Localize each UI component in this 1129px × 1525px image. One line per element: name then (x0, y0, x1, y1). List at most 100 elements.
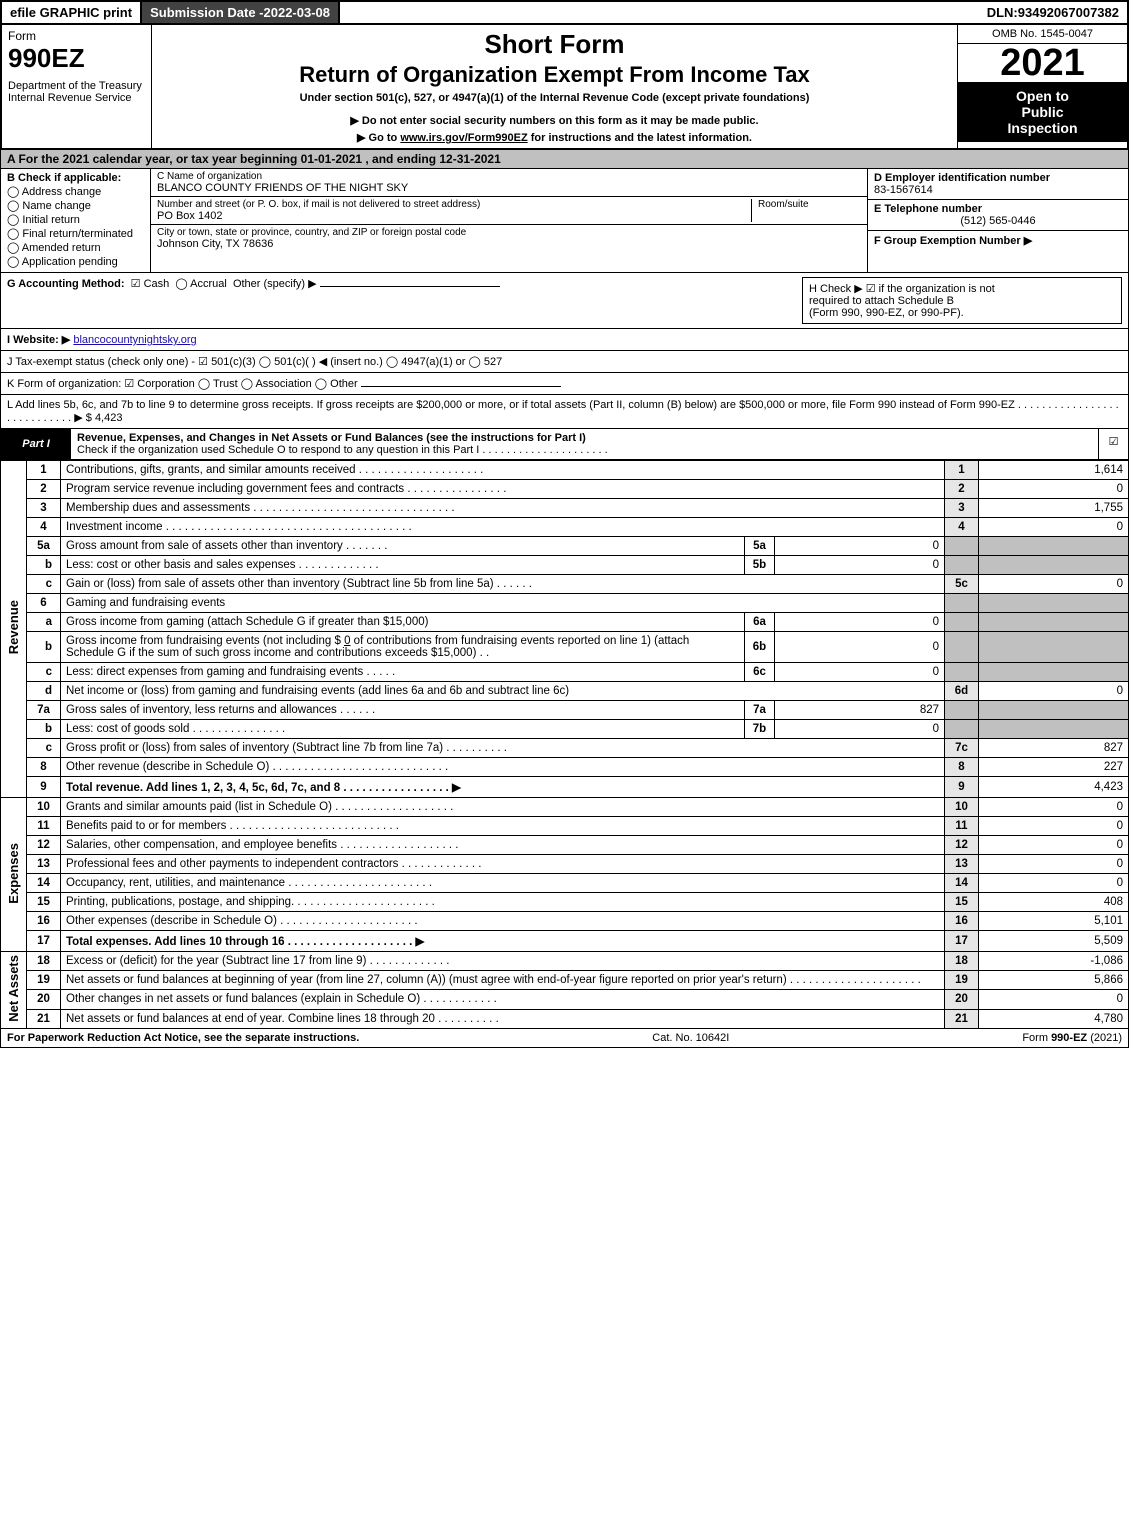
line-14-num: 14 (27, 874, 61, 893)
chk-final-return[interactable]: ◯ Final return/terminated (7, 227, 144, 240)
line-6b-vshade (979, 632, 1129, 663)
line-12-desc: Salaries, other compensation, and employ… (61, 836, 945, 855)
line-7a-mini: 7a (745, 701, 775, 720)
part-1-desc: Revenue, Expenses, and Changes in Net As… (71, 429, 1098, 459)
line-17-num: 17 (27, 931, 61, 952)
line-12-val: 0 (979, 836, 1129, 855)
col-c: C Name of organization BLANCO COUNTY FRI… (151, 169, 868, 272)
line-5c-rnum: 5c (945, 575, 979, 594)
line-14-val: 0 (979, 874, 1129, 893)
line-8-val: 227 (979, 758, 1129, 777)
ein-value: 83-1567614 (874, 184, 1122, 196)
g-cash[interactable]: Cash (144, 278, 170, 290)
col-b-check: B Check if applicable: ◯ Address change … (1, 169, 151, 272)
line-5b-rshade (945, 556, 979, 575)
subtitle-goto: ▶ Go to www.irs.gov/Form990EZ for instru… (160, 131, 949, 144)
h-line3: (Form 990, 990-EZ, or 990-PF). (809, 307, 1115, 319)
line-15-rnum: 15 (945, 893, 979, 912)
line-6-rshade (945, 594, 979, 613)
form-word: Form (8, 29, 145, 43)
i-label: I Website: ▶ (7, 334, 70, 346)
line-11-val: 0 (979, 817, 1129, 836)
line-4-desc: Investment income . . . . . . . . . . . … (61, 518, 945, 537)
line-1-val: 1,614 (979, 461, 1129, 480)
line-10-val: 0 (979, 798, 1129, 817)
chk-application-pending[interactable]: ◯ Application pending (7, 255, 144, 268)
goto-pre: ▶ Go to (357, 132, 400, 144)
line-6c-vshade (979, 663, 1129, 682)
line-7a-minival: 827 (775, 701, 945, 720)
g-accrual[interactable]: Accrual (190, 278, 227, 290)
form-header: Form 990EZ Department of the Treasury In… (0, 25, 1129, 150)
line-18-val: -1,086 (979, 952, 1129, 971)
top-bar: efile GRAPHIC print Submission Date - 20… (0, 0, 1129, 25)
line-5a-num: 5a (27, 537, 61, 556)
line-15-num: 15 (27, 893, 61, 912)
line-5b-vshade (979, 556, 1129, 575)
line-14-rnum: 14 (945, 874, 979, 893)
org-name: BLANCO COUNTY FRIENDS OF THE NIGHT SKY (157, 182, 861, 194)
line-8-num: 8 (27, 758, 61, 777)
irs-link[interactable]: www.irs.gov/Form990EZ (400, 132, 527, 144)
h-line1: H Check ▶ ☑ if the organization is not (809, 282, 1115, 295)
line-7b-rshade (945, 720, 979, 739)
submission-date-cell: Submission Date - 2022-03-08 (142, 2, 340, 23)
chk-amended-return[interactable]: ◯ Amended return (7, 241, 144, 254)
k-text: K Form of organization: ☑ Corporation ◯ … (7, 378, 358, 390)
c-name-row: C Name of organization BLANCO COUNTY FRI… (151, 169, 867, 197)
line-5b-mini: 5b (745, 556, 775, 575)
line-7b-minival: 0 (775, 720, 945, 739)
line-4-val: 0 (979, 518, 1129, 537)
line-21-desc: Net assets or fund balances at end of ye… (61, 1009, 945, 1028)
line-6a-rshade (945, 613, 979, 632)
line-19-desc: Net assets or fund balances at beginning… (61, 971, 945, 990)
chk-name-change[interactable]: ◯ Name change (7, 199, 144, 212)
page-footer: For Paperwork Reduction Act Notice, see … (0, 1029, 1129, 1048)
e-label: E Telephone number (874, 203, 1122, 215)
line-6a-minival: 0 (775, 613, 945, 632)
netassets-section-label: Net Assets (1, 952, 27, 1029)
h-line2: required to attach Schedule B (809, 295, 1115, 307)
line-3-val: 1,755 (979, 499, 1129, 518)
form-number: 990EZ (8, 43, 145, 74)
line-13-desc: Professional fees and other payments to … (61, 855, 945, 874)
line-5b-desc: Less: cost or other basis and sales expe… (61, 556, 745, 575)
d-label: D Employer identification number (874, 172, 1122, 184)
chk-address-change[interactable]: ◯ Address change (7, 185, 144, 198)
line-7a-vshade (979, 701, 1129, 720)
line-3-rnum: 3 (945, 499, 979, 518)
row-l-gross-receipts: L Add lines 5b, 6c, and 7b to line 9 to … (0, 395, 1129, 429)
line-7a-num: 7a (27, 701, 61, 720)
chk-initial-return[interactable]: ◯ Initial return (7, 213, 144, 226)
line-6-num: 6 (27, 594, 61, 613)
line-9-rnum: 9 (945, 777, 979, 798)
inspect-1: Open to (962, 88, 1123, 104)
row-a-tax-year: A For the 2021 calendar year, or tax yea… (0, 150, 1129, 169)
part-1-check[interactable]: ☑ (1098, 429, 1128, 459)
dln-value: 93492067007382 (1018, 5, 1119, 20)
org-address: PO Box 1402 (157, 210, 751, 222)
header-right: OMB No. 1545-0047 2021 Open to Public In… (957, 25, 1127, 148)
website-link[interactable]: blancocountynightsky.org (73, 334, 196, 346)
line-15-desc: Printing, publications, postage, and shi… (61, 893, 945, 912)
line-6d-rnum: 6d (945, 682, 979, 701)
line-7a-rshade (945, 701, 979, 720)
line-6a-desc: Gross income from gaming (attach Schedul… (61, 613, 745, 632)
c-city-row: City or town, state or province, country… (151, 225, 867, 252)
line-12-rnum: 12 (945, 836, 979, 855)
open-to-public: Open to Public Inspection (958, 82, 1127, 142)
line-16-desc: Other expenses (describe in Schedule O) … (61, 912, 945, 931)
line-1-num: 1 (27, 461, 61, 480)
department-label: Department of the Treasury Internal Reve… (8, 80, 145, 104)
c-addr-label: Number and street (or P. O. box, if mail… (157, 199, 751, 210)
submission-date-label: Submission Date - (150, 5, 263, 20)
line-11-rnum: 11 (945, 817, 979, 836)
line-7b-vshade (979, 720, 1129, 739)
g-other[interactable]: Other (specify) ▶ (233, 278, 317, 290)
row-i-website: I Website: ▶ blancocountynightsky.org (0, 329, 1129, 351)
inspect-3: Inspection (962, 120, 1123, 136)
line-6a-mini: 6a (745, 613, 775, 632)
line-5a-desc: Gross amount from sale of assets other t… (61, 537, 745, 556)
efile-print[interactable]: efile GRAPHIC print (2, 2, 142, 23)
goto-post: for instructions and the latest informat… (531, 132, 752, 144)
